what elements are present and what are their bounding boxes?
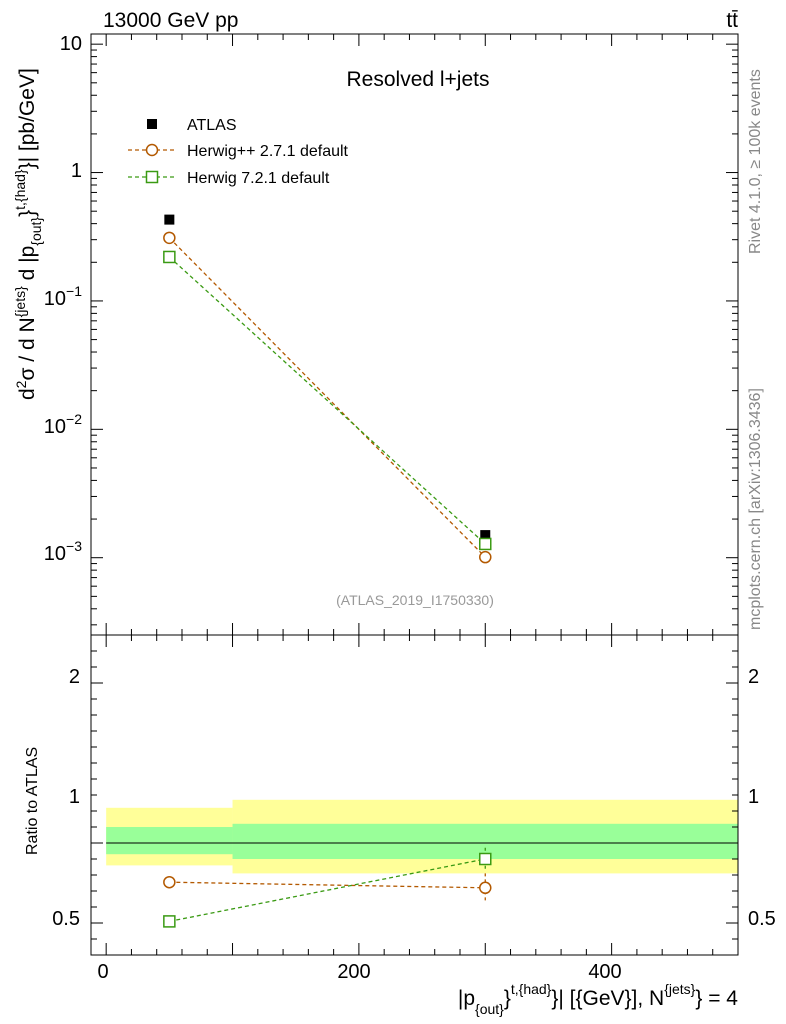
ratio-series-layer [163,847,492,928]
ratio-y-tick-right-2: 2 [748,666,759,688]
main-y-tick-labels: 10 1 10−1 10−2 10−3 [44,33,82,565]
axis-ticks [91,34,739,955]
ratio-y-tick-0.5: 0.5 [52,908,80,930]
y-tick-label-1e-1: 10−1 [44,283,82,310]
ratio-y-tick-1: 1 [69,786,80,808]
legend-label-1: Herwig++ 2.7.1 default [187,143,349,160]
legend-marker-2 [145,170,159,184]
main-series-line-2 [168,256,486,545]
ratio-series-line-1 [169,858,486,923]
ratio-y-tick-labels-left: 0.5 1 2 [52,666,80,930]
legend-marker-0 [147,119,157,129]
main-point-2-1 [479,537,492,551]
legend: ATLAS Herwig++ 2.7.1 default Herwig 7.2.1 … [128,117,349,187]
ratio-point-0-0 [163,875,176,889]
main-series-line-1 [168,237,486,558]
ratio-point-1-0 [163,915,176,928]
main-series-layer [163,214,492,564]
ratio-y-axis-label: Ratio to ATLAS [24,747,41,855]
ratio-series-line-0 [169,881,486,889]
ratio-y-tick-labels-right: 0.5 1 2 [748,666,776,930]
ratio-y-tick-right-0.5: 0.5 [748,908,776,930]
ratio-y-tick-2: 2 [69,666,80,688]
y-tick-label-1e-2: 10−2 [44,411,82,438]
main-point-0-0 [164,214,175,225]
y-tick-label-1e-3: 10−3 [44,538,82,565]
main-y-axis-label: d2σ / d N{jets} d |p{out}}t,{had}}| [pb/… [12,68,44,400]
legend-label-0: ATLAS [187,117,237,134]
ratio-point-0-1 [479,881,492,895]
x-tick-200: 200 [337,961,370,983]
y-tick-label-1: 1 [71,160,82,182]
ratio-point-1-1 [479,852,492,866]
x-tick-400: 400 [588,961,621,983]
legend-label-2: Herwig 7.2.1 default [187,170,330,187]
analysis-id-watermark: (ATLAS_2019_I1750330) [336,592,494,608]
x-tick-labels: 0 200 400 [97,961,621,983]
stat-uncertainty-band-0 [106,827,233,855]
ratio-bands [106,799,738,874]
x-axis-label: |p{out}}t,{had}}| [{GeV}], N{jets}} = 4 [458,981,738,1017]
main-point-0-1 [480,530,491,541]
ratio-y-tick-right-1: 1 [748,786,759,808]
chart-title: Resolved l+jets [347,68,490,91]
x-tick-0: 0 [97,961,108,983]
main-point-1-0 [163,231,176,245]
process-label: tt̄ [726,9,738,32]
main-point-2-0 [163,250,176,264]
ratio-panel-frame [90,634,739,956]
collision-label: 13000 GeV pp [103,9,238,32]
mcplots-label: mcplots.cern.ch [arXiv:1306.3436] [747,388,764,630]
rivet-version-label: Rivet 4.1.0, ≥ 100k events [747,69,764,254]
legend-marker-1 [145,143,159,157]
y-tick-label-10: 10 [60,33,82,55]
main-point-1-1 [479,550,492,564]
